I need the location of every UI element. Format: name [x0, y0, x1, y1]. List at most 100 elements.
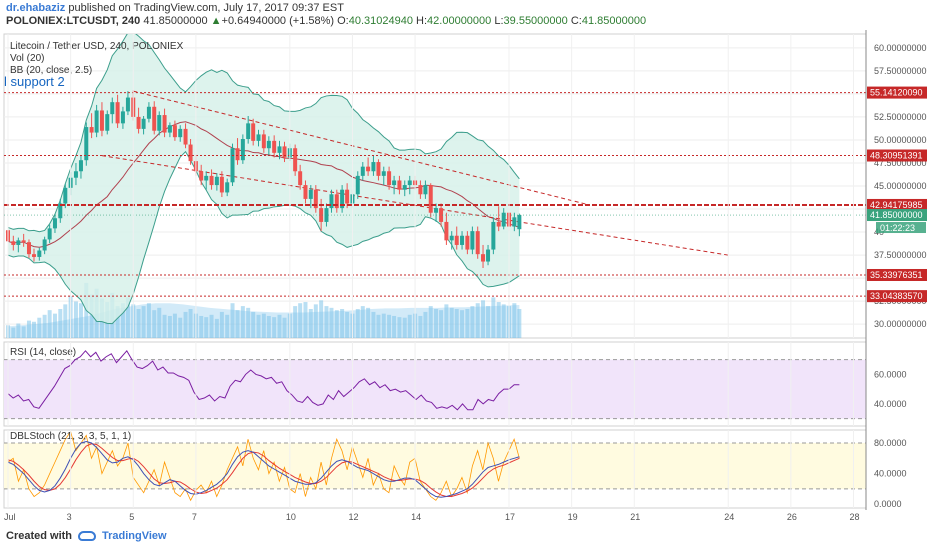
close-label: C: — [570, 15, 582, 27]
candle-body — [481, 254, 486, 262]
candle-body — [329, 194, 334, 209]
candle-body — [240, 139, 245, 161]
volume-bar — [428, 306, 433, 338]
time-tick-label: 5 — [129, 512, 134, 522]
stoch-pane[interactable]: 80.0000 40.0000 0.0000 — [3, 429, 907, 509]
volume-bar — [470, 306, 475, 338]
volume-bar — [423, 311, 428, 338]
symbol-name: POLONIEX:LTCUSDT, 240 — [6, 15, 141, 27]
countdown-tag — [876, 222, 926, 234]
support-annotation[interactable]: l support 2 — [4, 74, 65, 89]
volume-bar — [235, 310, 240, 338]
price-tick-label: 60.00000000 — [874, 43, 927, 53]
current-price-tag — [867, 209, 927, 222]
volume-bar — [371, 311, 376, 338]
candle-body — [199, 171, 204, 181]
price-level-tag — [867, 290, 927, 303]
candle-body — [313, 189, 318, 209]
candle-body — [387, 171, 392, 186]
candle-body — [172, 125, 177, 138]
candle-body — [334, 194, 339, 209]
candle-body — [319, 208, 324, 222]
volume-bar — [21, 326, 26, 338]
volume-bar — [58, 309, 63, 338]
bb-lower-line — [7, 150, 520, 325]
volume-bar — [162, 314, 167, 338]
candle-body — [110, 102, 115, 115]
candle-body — [52, 218, 57, 229]
rsi-pane[interactable]: 60.0000 40.0000 — [3, 341, 907, 427]
rsi-tick-label: 40.0000 — [874, 399, 907, 409]
low-label: L: — [494, 15, 504, 27]
candle-body — [78, 160, 83, 172]
price-change: +0.64940000 (+1.58%) — [221, 15, 335, 27]
price-tick-label: 50.00000000 — [874, 135, 927, 145]
volume-bar — [381, 313, 386, 338]
candle-body — [84, 127, 89, 161]
candle-body — [449, 235, 454, 241]
price-plot-area — [6, 34, 729, 338]
tradingview-brand[interactable]: TradingView — [102, 530, 167, 542]
volume-bar — [376, 314, 381, 338]
price-tick-label: 47.50000000 — [874, 158, 927, 168]
candle-body — [261, 134, 266, 149]
time-tick-label: 14 — [411, 512, 421, 522]
candle-body — [475, 231, 480, 255]
candle-body — [188, 144, 193, 162]
candle-body — [99, 110, 104, 131]
price-level-label: 48.30951391 — [870, 151, 923, 161]
volume-bar — [491, 297, 496, 338]
candle-body — [214, 176, 219, 186]
symbol-header: POLONIEX:LTCUSDT, 240 41.85000000 ▲+0.64… — [6, 15, 646, 27]
author-name[interactable]: dr.ehabaziz — [6, 2, 66, 14]
candle-body — [517, 215, 522, 230]
candle-body — [235, 148, 240, 161]
volume-bar — [199, 315, 204, 338]
legend-title: Litecoin / Tether USD, 240, POLONIEX — [10, 41, 184, 52]
candle-body — [397, 180, 402, 190]
time-axis[interactable]: Jul 3 5 7 10 12 14 17 19 21 24 26 28 — [4, 512, 859, 522]
published-text: published on TradingView.com, July 17, 2… — [68, 2, 344, 14]
rsi-tick-label: 60.0000 — [874, 369, 907, 379]
volume-bar — [392, 315, 397, 338]
last-price: 41.85000000 — [143, 15, 208, 27]
change-arrow-icon: ▲ — [210, 15, 222, 27]
candle-body — [162, 115, 167, 133]
chart-svg[interactable]: 60.0000000057.5000000055.0000000052.5000… — [0, 30, 932, 525]
volume-bar — [512, 303, 517, 338]
candle-body — [486, 249, 491, 262]
candle-body — [225, 182, 230, 193]
volume-bar — [418, 315, 423, 338]
current-price-label: 41.85000000 — [870, 210, 923, 220]
volume-bar — [340, 309, 345, 338]
volume-ma-area — [8, 303, 520, 338]
volume-bar — [439, 310, 444, 338]
stoch-tick-label: 0.0000 — [874, 499, 902, 509]
time-tick-label: 7 — [192, 512, 197, 522]
candle-body — [407, 180, 412, 186]
candle-body — [501, 212, 506, 227]
volume-bar — [481, 300, 486, 338]
candle-body — [444, 221, 449, 241]
time-tick-label: 17 — [505, 512, 515, 522]
volume-bar — [183, 311, 188, 338]
price-pane[interactable]: 60.0000000057.5000000055.0000000052.5000… — [3, 32, 927, 339]
price-level-tag — [867, 268, 927, 281]
volume-bar — [449, 307, 454, 338]
volume-bar — [219, 311, 224, 338]
volume-bar — [293, 306, 298, 338]
volume-bar — [136, 309, 141, 338]
volume-bar — [157, 307, 162, 338]
volume-bar — [225, 314, 230, 338]
volume-bar — [501, 304, 506, 338]
time-tick-label: 12 — [348, 512, 358, 522]
volume-bar — [261, 313, 266, 338]
stoch-band-fill — [4, 443, 866, 489]
candle-body — [105, 114, 110, 131]
volume-bar — [256, 314, 261, 338]
volume-bar — [251, 311, 256, 338]
volume-bar — [73, 301, 78, 338]
legend-volume: Vol (20) — [10, 53, 44, 64]
candle-body — [230, 148, 235, 183]
close-value: 41.85000000 — [581, 15, 647, 27]
